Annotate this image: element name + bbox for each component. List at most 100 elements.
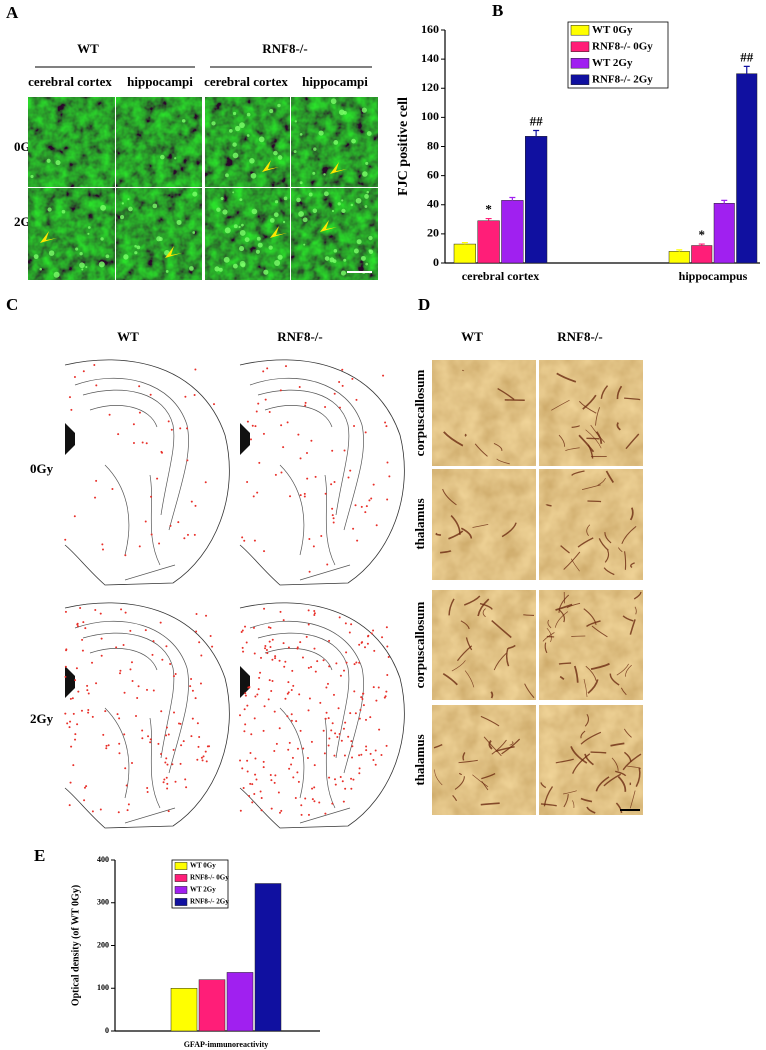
marker-dot (273, 750, 276, 753)
fiber (586, 620, 601, 628)
marker-dot (200, 756, 203, 759)
cell (87, 232, 90, 235)
marker-dot (334, 783, 337, 786)
fiber (491, 619, 512, 639)
cell (220, 197, 224, 201)
marker-dot (319, 701, 322, 704)
marker-dot (382, 374, 385, 377)
marker-dot (339, 674, 342, 677)
marker-dot (173, 711, 176, 714)
marker-dot (246, 704, 249, 707)
marker-dot (158, 542, 161, 545)
marker-dot (316, 660, 319, 663)
fiber (620, 687, 627, 696)
marker-dot (91, 715, 94, 718)
marker-dot (174, 780, 177, 783)
marker-dot (135, 714, 138, 717)
marker-dot (349, 712, 352, 715)
cell (134, 251, 138, 255)
fiber (570, 558, 580, 572)
marker-dot (81, 649, 84, 652)
legend-label: WT 0Gy (592, 24, 633, 36)
fiber (540, 782, 547, 789)
marker-dot (353, 690, 356, 693)
cell (312, 171, 316, 175)
cell (340, 270, 346, 276)
marker-dot (331, 722, 334, 725)
cell (250, 172, 257, 179)
marker-dot (124, 767, 127, 770)
marker-dot (356, 539, 359, 542)
marker-dot (388, 475, 391, 478)
cell (216, 207, 221, 212)
fiber (524, 683, 535, 699)
fiber (622, 753, 642, 771)
micrograph-texture (539, 705, 643, 815)
marker-dot (378, 728, 381, 731)
marker-dot (205, 614, 208, 617)
marker-dot (369, 752, 372, 755)
y-axis-label: Optical density (of WT 0Gy) (70, 885, 81, 1006)
cell (47, 207, 52, 212)
fiber (587, 500, 602, 503)
marker-dot (195, 630, 198, 633)
legend-label: WT 0Gy (190, 862, 216, 870)
legend-label: RNF8-/- 2Gy (592, 73, 653, 85)
cell (333, 140, 339, 145)
marker-dot (81, 638, 84, 641)
marker-dot (253, 652, 256, 655)
cell (256, 236, 261, 241)
fiber (442, 488, 457, 506)
marker-dot (95, 384, 98, 387)
fiber (584, 713, 590, 727)
fiber (481, 780, 489, 791)
marker-dot (87, 692, 90, 695)
cell (192, 191, 198, 197)
cell (251, 208, 258, 215)
cell (299, 133, 303, 136)
marker-dot (87, 708, 90, 711)
fiber (616, 663, 629, 676)
marker-dot (386, 498, 389, 501)
marker-dot (190, 500, 193, 503)
marker-dot (152, 689, 155, 692)
cell (329, 257, 335, 263)
y-tick-label: 140 (421, 51, 439, 65)
marker-dot (280, 809, 283, 812)
marker-dot (299, 729, 302, 732)
fiber (563, 794, 569, 808)
marker-dot (124, 554, 127, 557)
error-bar (533, 129, 540, 137)
marker-dot (370, 497, 373, 500)
fiber (501, 522, 517, 538)
cell (211, 121, 216, 126)
marker-dot (73, 376, 76, 379)
marker-dot (266, 652, 269, 655)
marker-dot (334, 732, 337, 735)
marker-dot (362, 692, 365, 695)
y-axis-label: FJC positive cell (396, 97, 411, 196)
fiber (581, 484, 601, 490)
fiber (603, 773, 622, 787)
brain-structure (249, 377, 364, 581)
marker-dot (365, 505, 368, 508)
marker-dot (279, 811, 282, 814)
marker-dot (358, 754, 361, 757)
marker-dot (360, 641, 363, 644)
cell (294, 120, 297, 123)
marker-dot (365, 745, 368, 748)
fiber (617, 775, 627, 792)
marker-dot (328, 737, 331, 740)
marker-dot (241, 767, 244, 770)
marker-dot (340, 739, 343, 742)
cell (121, 202, 125, 205)
marker-dot (352, 778, 355, 781)
marker-dot (108, 413, 111, 416)
cell (350, 203, 354, 207)
marker-dot (326, 682, 329, 685)
marker-dot (279, 389, 282, 392)
cell (224, 227, 231, 234)
fiber (462, 369, 465, 372)
cell (313, 147, 317, 151)
marker-dot (377, 686, 380, 689)
